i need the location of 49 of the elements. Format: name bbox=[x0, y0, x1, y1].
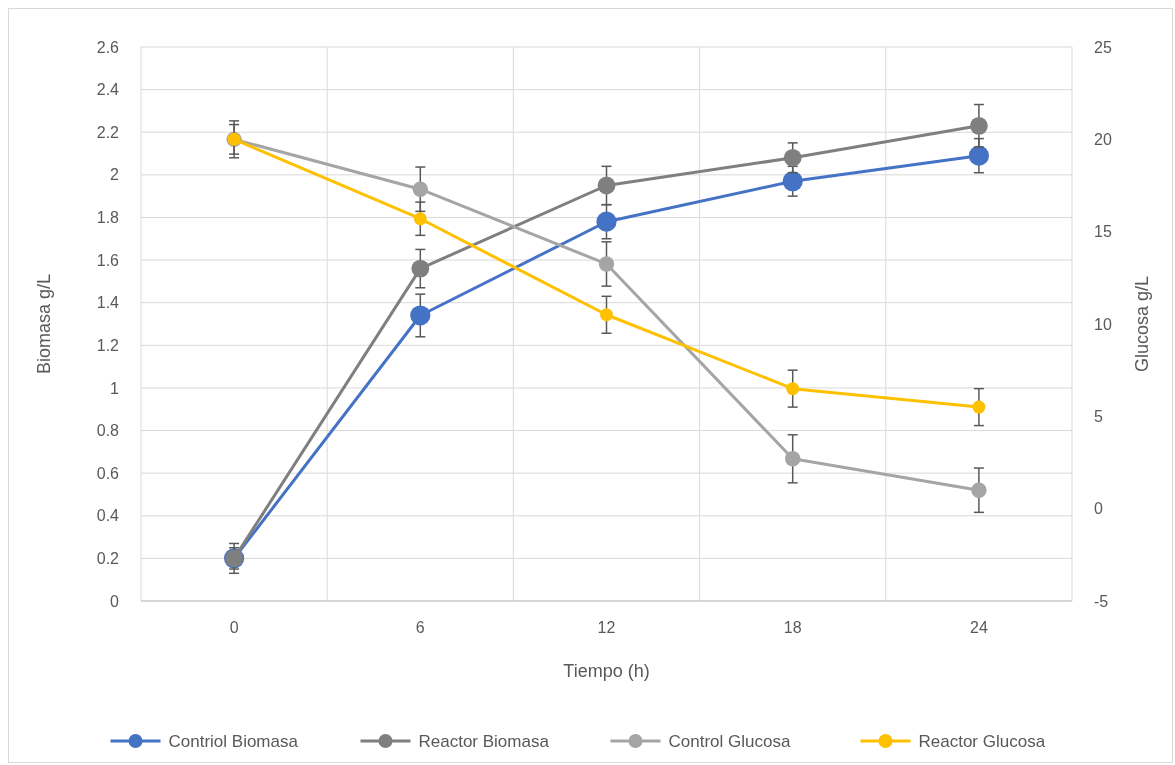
x-tick-label: 6 bbox=[415, 619, 425, 636]
point bbox=[782, 171, 803, 192]
point bbox=[971, 482, 987, 498]
y-tick-label: 1 bbox=[110, 379, 120, 397]
x-axis-title: Tiempo (h) bbox=[563, 661, 650, 681]
x-tick-label: 24 bbox=[970, 619, 988, 636]
y-tick-label: 0.8 bbox=[96, 422, 120, 440]
y2-tick-label: 25 bbox=[1094, 38, 1112, 56]
y2-tick-label: 15 bbox=[1094, 223, 1112, 241]
legend-label: Reactor Biomasa bbox=[418, 731, 550, 751]
legend-label: Control Glucosa bbox=[668, 731, 791, 751]
y-tick-label: 1.6 bbox=[96, 251, 120, 269]
y-tick-label: 2.6 bbox=[96, 38, 120, 56]
y2-axis-title: Glucosa g/L bbox=[1132, 275, 1152, 373]
legend-label: Reactor Glucosa bbox=[918, 731, 1046, 751]
point bbox=[783, 148, 802, 167]
point bbox=[598, 256, 615, 272]
point bbox=[972, 400, 986, 414]
point bbox=[970, 116, 988, 135]
point bbox=[596, 211, 617, 232]
y2-tick-label: 10 bbox=[1094, 315, 1112, 333]
point bbox=[597, 176, 616, 195]
point bbox=[413, 212, 427, 226]
y-axis-title: Biomasa g/L bbox=[34, 273, 54, 375]
point bbox=[411, 259, 430, 278]
point bbox=[785, 451, 801, 467]
y-tick-label: 0.2 bbox=[96, 549, 120, 567]
point bbox=[410, 305, 431, 326]
y-tick-label: 0 bbox=[110, 592, 120, 610]
y-tick-label: 0.6 bbox=[96, 464, 120, 482]
y-tick-label: 2.4 bbox=[96, 81, 120, 99]
y-tick-label: 1.2 bbox=[96, 336, 120, 354]
y-tick-label: 2.2 bbox=[96, 123, 120, 141]
y2-tick-label: 5 bbox=[1094, 407, 1103, 425]
x-tick-label: 0 bbox=[229, 619, 239, 636]
y2-tick-label: -5 bbox=[1094, 592, 1109, 610]
point bbox=[412, 181, 428, 197]
legend-label: Contriol Biomasa bbox=[168, 731, 299, 751]
y-tick-label: 2 bbox=[110, 166, 120, 184]
y-tick-label: 1.8 bbox=[96, 209, 120, 227]
y2-tick-label: 20 bbox=[1094, 130, 1112, 148]
y-tick-label: 0.4 bbox=[96, 507, 120, 525]
point bbox=[786, 382, 800, 396]
y-tick-label: 1.4 bbox=[96, 294, 120, 312]
y2-tick-label: 0 bbox=[1094, 500, 1103, 518]
point bbox=[600, 308, 613, 322]
x-tick-label: 12 bbox=[597, 619, 616, 636]
point bbox=[968, 145, 989, 166]
x-tick-label: 18 bbox=[783, 619, 802, 636]
